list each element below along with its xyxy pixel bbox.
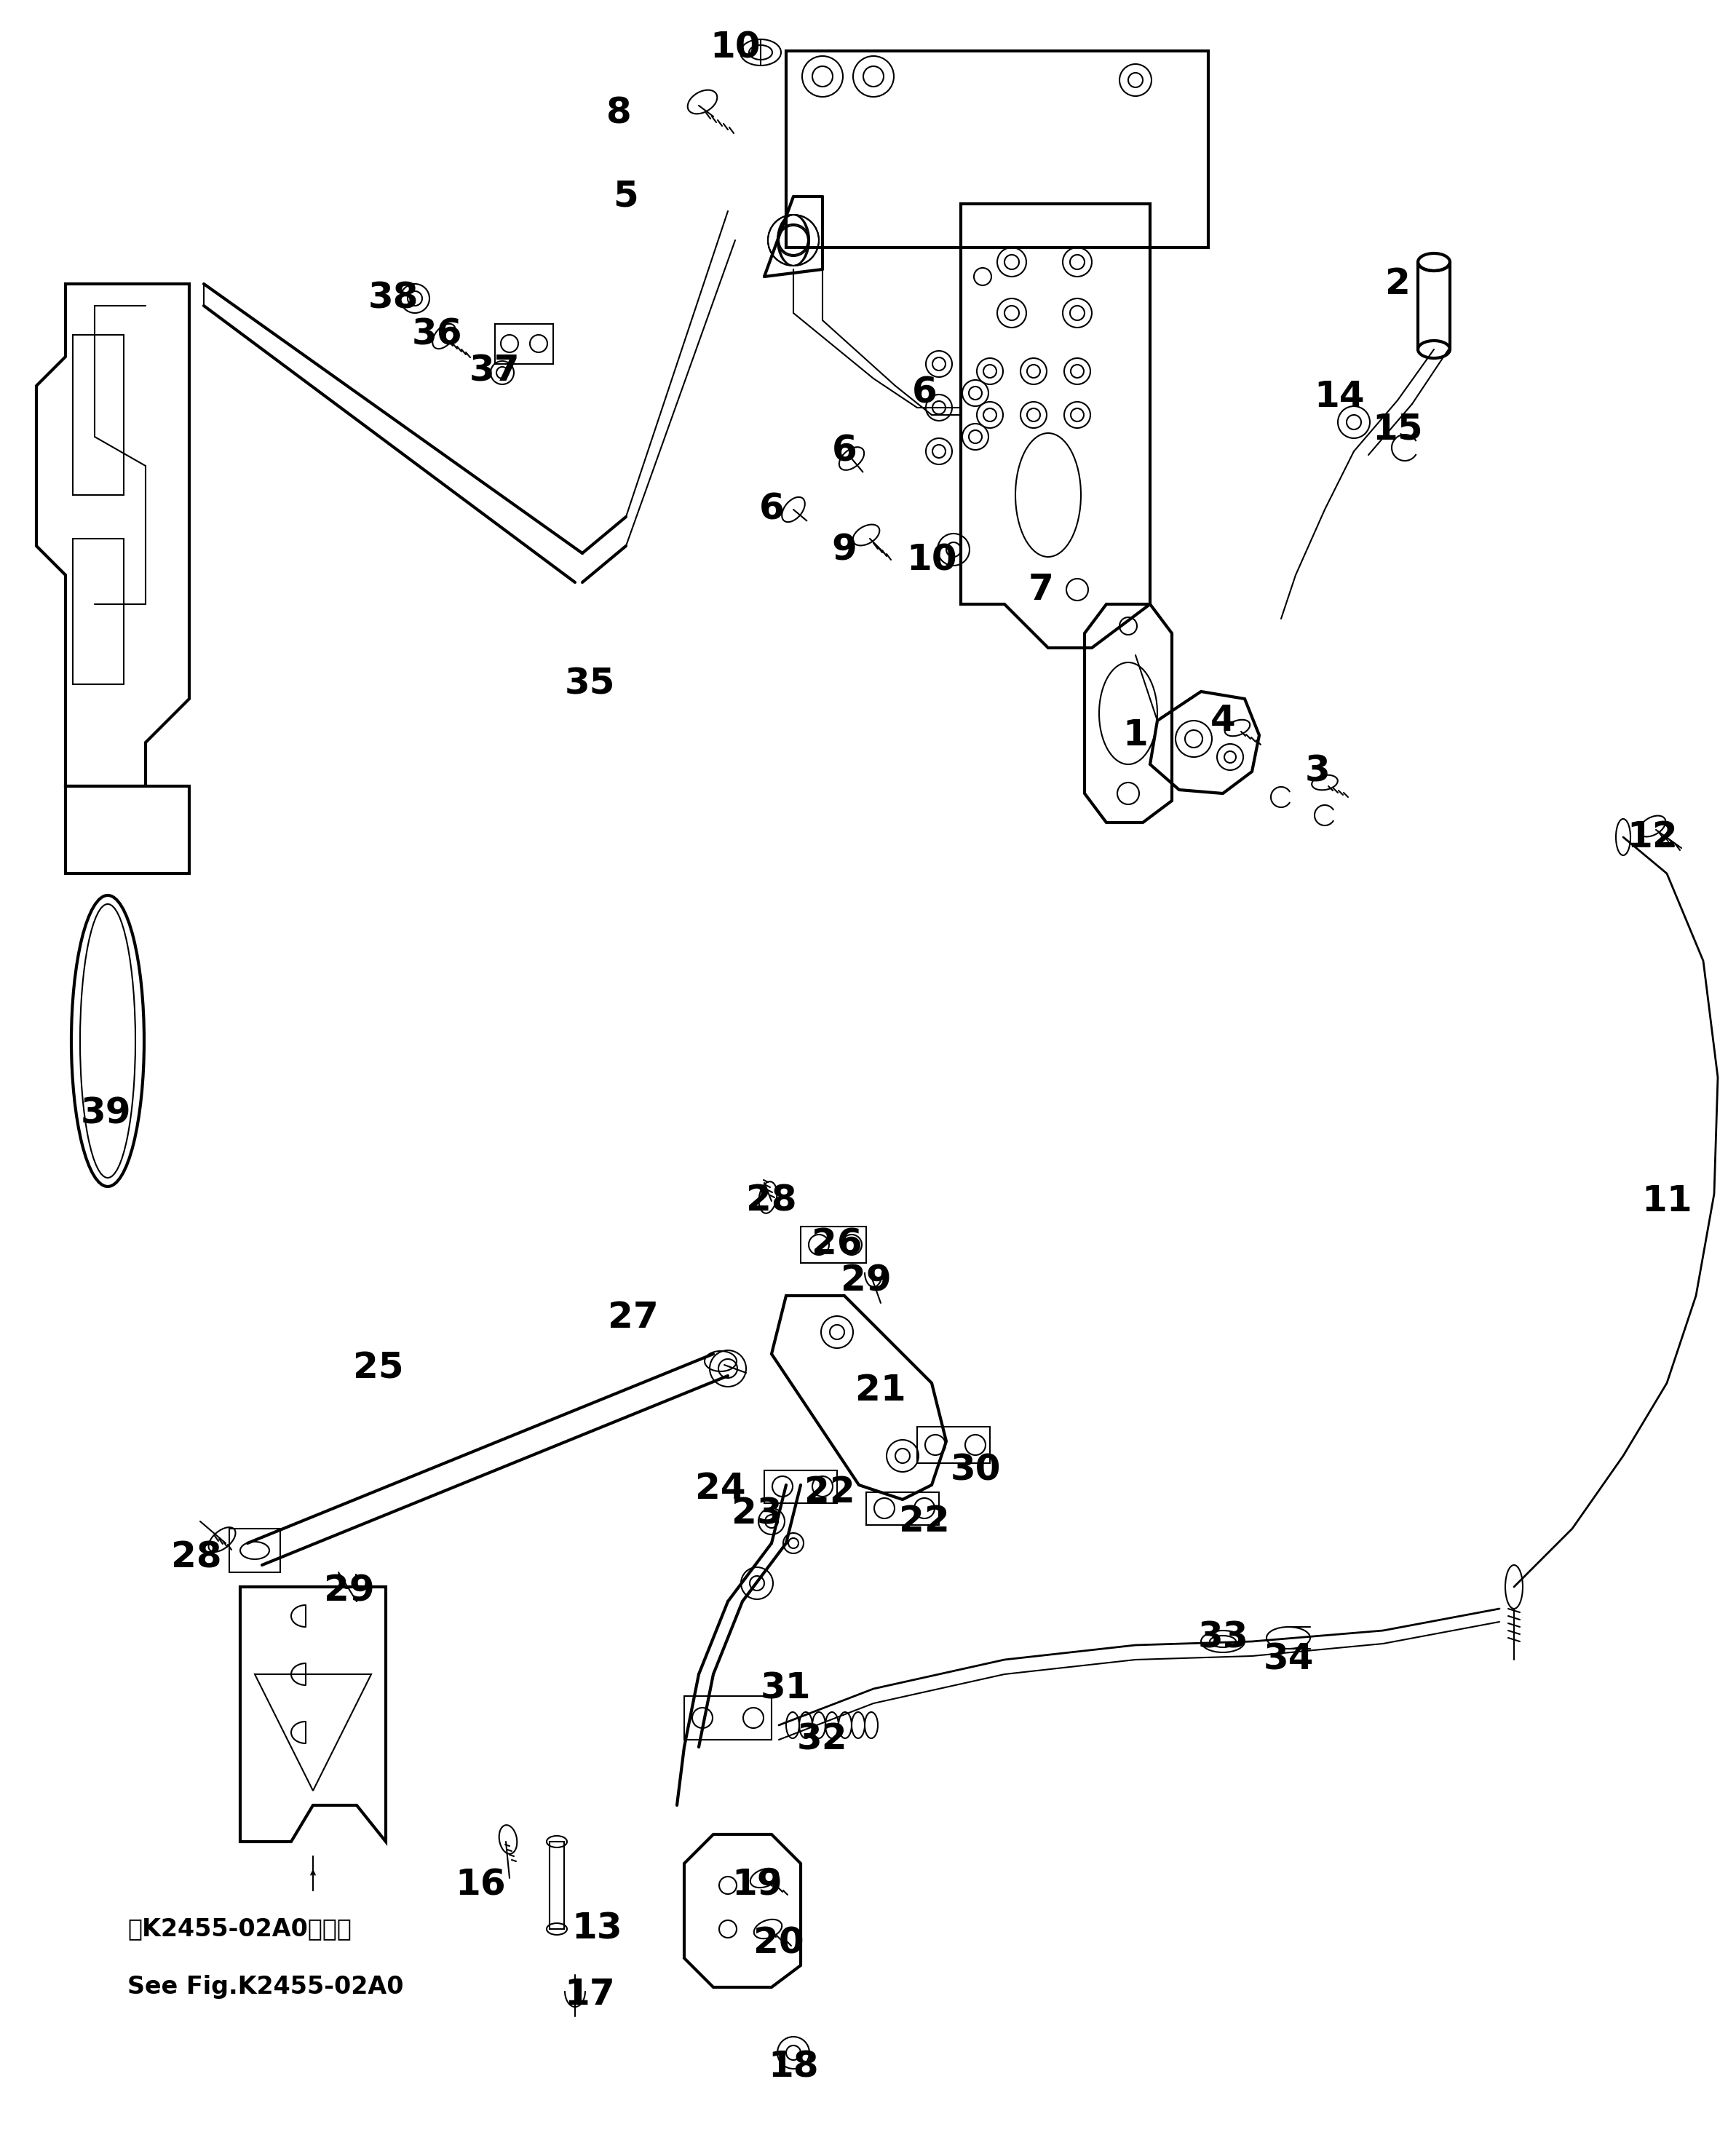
Text: 11: 11	[1642, 1183, 1693, 1219]
Bar	[495, 325, 554, 363]
Text: 39: 39	[80, 1095, 130, 1132]
Text: 22: 22	[804, 1475, 856, 1509]
Text: 9: 9	[832, 532, 858, 568]
Text: 第K2455-02A0図参照: 第K2455-02A0図参照	[127, 1917, 351, 1941]
Text: 5: 5	[613, 179, 639, 214]
Text: See Fig.K2455-02A0: See Fig.K2455-02A0	[127, 1975, 403, 1998]
Text: 16: 16	[455, 1868, 505, 1902]
Text: 19: 19	[731, 1868, 783, 1902]
Text: 18: 18	[767, 2050, 819, 2084]
Bar	[917, 1426, 990, 1462]
Bar	[229, 1529, 279, 1571]
Text: 24: 24	[694, 1471, 746, 1505]
Text: 20: 20	[753, 1926, 804, 1962]
Text: 38: 38	[368, 282, 418, 316]
Bar	[786, 51, 1208, 248]
Text: 6: 6	[911, 376, 937, 410]
Text: 10: 10	[710, 30, 760, 64]
Text: 23: 23	[731, 1497, 783, 1531]
Text: 17: 17	[564, 1977, 615, 2011]
Ellipse shape	[1210, 1635, 1236, 1648]
Text: 34: 34	[1264, 1642, 1314, 1678]
Ellipse shape	[748, 45, 773, 60]
Text: 1: 1	[1123, 717, 1147, 754]
Text: 22: 22	[899, 1503, 950, 1539]
Text: 36: 36	[411, 318, 462, 352]
Text: 6: 6	[759, 491, 785, 527]
Text: 26: 26	[812, 1228, 863, 1262]
Text: 28: 28	[172, 1539, 222, 1576]
Text: 15: 15	[1371, 412, 1424, 446]
Text: 29: 29	[840, 1264, 892, 1298]
Text: 28: 28	[746, 1183, 797, 1219]
Text: 33: 33	[1198, 1620, 1248, 1655]
Text: 6: 6	[832, 433, 858, 470]
Text: 32: 32	[797, 1723, 847, 1757]
Text: 37: 37	[470, 354, 521, 389]
Text: 8: 8	[606, 96, 632, 130]
Bar	[800, 1225, 866, 1264]
Text: 31: 31	[760, 1672, 811, 1706]
Text: 27: 27	[608, 1300, 658, 1334]
Text: 7: 7	[1028, 572, 1054, 606]
Bar	[550, 1843, 564, 1930]
Text: 13: 13	[571, 1911, 621, 1947]
Bar	[684, 1695, 771, 1740]
Text: 4: 4	[1210, 702, 1236, 739]
Bar	[73, 335, 123, 495]
Text: 29: 29	[325, 1573, 375, 1608]
Bar	[764, 1471, 837, 1503]
Text: 2: 2	[1385, 267, 1410, 301]
Text: 30: 30	[950, 1454, 1000, 1488]
Text: 25: 25	[352, 1351, 404, 1386]
Text: 14: 14	[1314, 380, 1364, 414]
Text: 3: 3	[1305, 754, 1330, 790]
Bar	[73, 538, 123, 683]
Text: 10: 10	[906, 542, 957, 579]
Bar	[866, 1492, 939, 1524]
Text: 35: 35	[564, 666, 615, 702]
Text: 21: 21	[856, 1373, 906, 1407]
Text: 12: 12	[1627, 820, 1677, 854]
